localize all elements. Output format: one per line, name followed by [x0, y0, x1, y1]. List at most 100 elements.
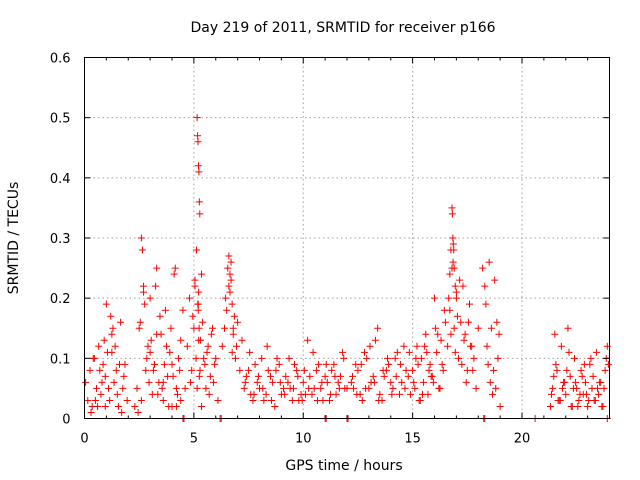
data-point	[266, 372, 274, 380]
data-point	[191, 282, 199, 290]
data-point	[308, 390, 316, 398]
data-point	[441, 318, 449, 326]
data-point	[376, 390, 384, 398]
data-point	[165, 402, 173, 410]
data-point	[170, 270, 178, 278]
x-tick-label: 20	[514, 432, 531, 447]
data-point	[134, 408, 142, 416]
data-point	[398, 378, 406, 386]
data-point	[374, 324, 382, 332]
data-point	[572, 378, 580, 386]
chart-title: Day 219 of 2011, SRMTID for receiver p16…	[190, 20, 495, 36]
data-point	[363, 354, 371, 362]
data-point	[357, 360, 365, 368]
data-point	[138, 246, 146, 254]
data-point	[553, 366, 561, 374]
data-point	[445, 294, 453, 302]
data-point	[242, 372, 250, 380]
data-point	[108, 348, 116, 356]
data-point	[204, 342, 212, 350]
data-point	[470, 354, 478, 362]
data-point	[193, 114, 201, 122]
data-point	[238, 336, 246, 344]
data-point	[306, 372, 314, 380]
data-point	[183, 342, 191, 350]
data-point	[151, 360, 158, 368]
data-point	[379, 366, 387, 374]
y-tick-label: 0.2	[50, 292, 71, 307]
data-point	[383, 354, 391, 362]
data-point	[153, 330, 161, 338]
grid-layer	[84, 57, 610, 419]
data-point	[486, 378, 494, 386]
data-point	[393, 348, 401, 356]
data-point	[96, 366, 104, 374]
data-point	[576, 390, 584, 398]
data-point	[175, 354, 183, 362]
data-point	[388, 390, 396, 398]
data-point	[196, 366, 204, 374]
data-point	[495, 330, 503, 338]
x-tick-label: 5	[190, 432, 198, 447]
data-point	[595, 390, 603, 398]
data-point	[571, 354, 578, 362]
data-point	[422, 330, 430, 338]
data-point	[438, 360, 446, 368]
data-point	[327, 390, 335, 398]
data-point	[396, 390, 403, 398]
x-tick-label: 10	[295, 432, 312, 447]
data-point	[317, 384, 325, 392]
data-point	[194, 138, 202, 146]
data-point	[263, 342, 271, 350]
data-point	[195, 168, 203, 176]
data-point	[107, 312, 115, 320]
data-point	[426, 360, 434, 368]
data-point	[89, 354, 97, 362]
data-point	[397, 360, 405, 368]
data-point	[421, 342, 429, 350]
data-point	[142, 366, 150, 374]
data-point	[173, 390, 181, 398]
data-point	[598, 402, 606, 410]
data-point	[251, 360, 259, 368]
data-point	[309, 348, 317, 356]
data-point	[258, 354, 266, 362]
data-point	[194, 300, 202, 308]
x-axis-title: GPS time / hours	[285, 458, 402, 474]
data-point	[288, 396, 296, 404]
data-point	[334, 378, 342, 386]
data-point	[577, 366, 585, 374]
data-point	[241, 378, 249, 386]
data-point	[358, 396, 366, 404]
data-point	[203, 348, 211, 356]
data-point	[191, 276, 199, 284]
data-point	[84, 396, 92, 404]
data-point	[418, 390, 426, 398]
data-point	[584, 402, 592, 410]
data-point	[452, 294, 460, 302]
data-point	[172, 384, 180, 392]
data-point	[154, 390, 162, 398]
data-point	[131, 402, 139, 410]
data-point	[301, 390, 309, 398]
data-point	[550, 372, 558, 380]
data-point	[552, 360, 560, 368]
data-point	[289, 384, 297, 392]
data-point	[315, 360, 323, 368]
data-point	[575, 396, 583, 404]
data-point	[354, 366, 362, 374]
data-point	[229, 324, 237, 332]
data-point	[450, 264, 458, 272]
data-point	[98, 378, 106, 386]
data-point	[108, 330, 116, 338]
data-point	[160, 360, 168, 368]
data-point	[585, 396, 593, 404]
data-point	[186, 294, 193, 302]
data-point	[410, 378, 418, 386]
data-point	[298, 396, 306, 404]
data-point	[208, 324, 216, 332]
data-point	[369, 372, 377, 380]
data-point	[101, 372, 109, 380]
data-point	[227, 258, 235, 266]
data-point	[450, 324, 458, 332]
